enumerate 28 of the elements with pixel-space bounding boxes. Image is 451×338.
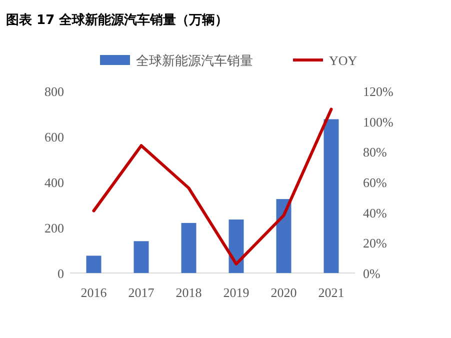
y2-tick-label: 40% (363, 205, 387, 220)
x-tick-label: 2021 (318, 285, 344, 300)
y-tick-label: 200 (44, 220, 64, 236)
y-tick-label: 0 (58, 266, 64, 281)
line-series (92, 108, 333, 266)
y2-tick-label: 120% (363, 84, 394, 99)
y2-tick-label: 60% (363, 175, 387, 190)
y2-tick-label: 100% (363, 114, 394, 130)
y-tick-label: 800 (44, 84, 64, 99)
bar (324, 119, 339, 273)
bar (276, 199, 292, 273)
x-tick-label: 2020 (270, 285, 297, 300)
y-tick-label: 600 (44, 130, 64, 144)
chart-title: 图表 17 全球新能源汽车销量（万辆） (6, 12, 228, 28)
legend-label: 全球新能源汽车销量 (136, 53, 253, 68)
legend-label: YOY (329, 53, 358, 68)
bar (86, 256, 102, 273)
x-tick-label: 2018 (176, 285, 202, 300)
x-tick-label: 2017 (128, 285, 155, 300)
y2-tick-label: 20% (363, 236, 387, 251)
y2-tick-label: 80% (363, 144, 387, 160)
y-tick-label: 400 (44, 175, 64, 190)
y2-tick-label: 0% (363, 266, 380, 281)
bar (228, 220, 244, 273)
x-tick-label: 2016 (80, 285, 108, 300)
bar (181, 222, 196, 273)
bar (134, 241, 149, 273)
x-tick-label: 2019 (223, 285, 250, 300)
